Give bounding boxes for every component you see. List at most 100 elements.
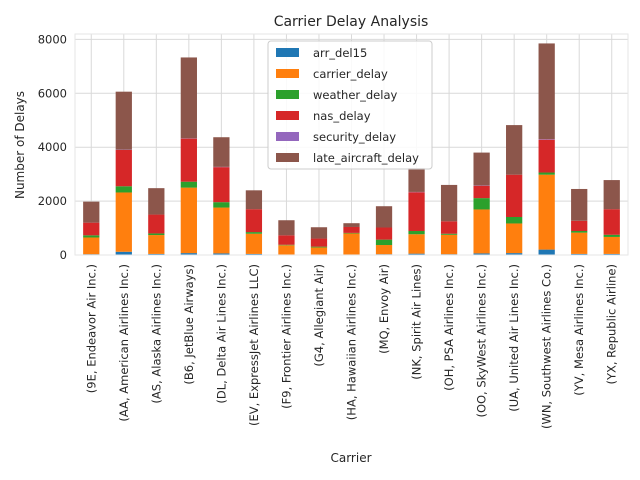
bar-segment-late-aircraft-delay xyxy=(148,188,165,215)
x-axis-ticks: (9E, Endeavor Air Inc.) (AA, American Air… xyxy=(84,264,618,429)
bar-stack xyxy=(440,184,458,255)
bar-stack xyxy=(408,167,425,255)
x-tick-label: (AS, Alaska Airlines Inc.) xyxy=(149,264,163,404)
bar-segment-carrier-delay xyxy=(115,192,132,252)
bar-segment-arr-del15 xyxy=(603,253,620,255)
bar-segment-late-aircraft-delay xyxy=(245,190,263,210)
bar-segment-carrier-delay xyxy=(440,234,458,255)
bar-segment-carrier-delay xyxy=(245,233,263,254)
bar-segment-late-aircraft-delay xyxy=(278,220,295,236)
x-tick-label: (UA, United Air Lines Inc.) xyxy=(507,264,521,412)
bar-segment-arr-del15 xyxy=(408,253,425,255)
legend-swatch xyxy=(276,90,299,99)
bar-segment-carrier-delay xyxy=(148,235,165,254)
bar-segment-carrier-delay xyxy=(83,237,100,255)
bar-stack xyxy=(213,137,230,255)
bar-segment-weather-delay xyxy=(538,172,555,175)
bar-segment-carrier-delay xyxy=(343,233,360,255)
bar-segment-nas-delay xyxy=(180,138,197,182)
x-tick-label: (B6, JetBlue Airways) xyxy=(182,264,196,385)
x-tick-label: (OH, PSA Airlines Inc.) xyxy=(442,264,456,391)
x-tick-label: (NK, Spirit Air Lines) xyxy=(410,264,424,380)
plot-frame xyxy=(74,33,629,256)
y-tick-label: 6000 xyxy=(38,86,67,100)
bar-segment-weather-delay xyxy=(440,233,458,235)
bar-segment-nas-delay xyxy=(245,209,263,233)
bar-segment-weather-delay xyxy=(180,181,197,188)
x-axis-label: Carrier xyxy=(330,451,371,465)
legend-label: security_delay xyxy=(313,130,396,144)
bar-stack xyxy=(603,180,620,255)
bar-segment-carrier-delay xyxy=(408,234,425,254)
bar-segment-nas-delay xyxy=(506,174,523,217)
legend-label: carrier_delay xyxy=(313,67,388,81)
bar-segment-nas-delay xyxy=(408,192,425,232)
x-tick-label: (AA, American Airlines Inc.) xyxy=(117,264,131,422)
legend-label: late_aircraft_delay xyxy=(313,151,419,165)
bar-segment-weather-delay xyxy=(245,232,263,234)
x-tick-label: (MQ, Envoy Air) xyxy=(377,264,391,354)
bar-segment-nas-delay xyxy=(440,221,458,234)
bar-segment-late-aircraft-delay xyxy=(408,167,425,192)
bar-segment-nas-delay xyxy=(538,139,555,173)
legend: arr_del15 carrier_delay weather_delay nas_d… xyxy=(267,40,433,170)
legend-swatch xyxy=(276,153,299,162)
bar-segment-arr-del15 xyxy=(115,251,132,255)
bar-stack xyxy=(278,220,295,255)
y-tick-label: 2000 xyxy=(38,194,67,208)
bar-stack xyxy=(245,190,263,255)
x-tick-label: (F9, Frontier Airlines Inc.) xyxy=(279,264,293,409)
bar-segment-weather-delay xyxy=(213,202,230,208)
bar-stack xyxy=(83,201,100,255)
bar-segment-late-aircraft-delay xyxy=(473,152,490,186)
bar-segment-late-aircraft-delay xyxy=(213,137,230,167)
y-tick-label: 8000 xyxy=(38,32,67,46)
bar-segment-nas-delay xyxy=(473,185,490,199)
bar-segment-arr-del15 xyxy=(538,249,555,255)
bar-segment-late-aircraft-delay xyxy=(571,188,588,221)
bar-segment-late-aircraft-delay xyxy=(538,43,555,140)
bar-stack xyxy=(538,43,555,255)
bar-segment-carrier-delay xyxy=(538,174,555,250)
x-tick-label: (OO, SkyWest Airlines Inc.) xyxy=(475,264,489,418)
bar-segment-carrier-delay xyxy=(571,232,588,254)
bar-segment-arr-del15 xyxy=(571,253,588,255)
legend-box xyxy=(267,40,433,170)
legend-label: arr_del15 xyxy=(313,46,367,60)
bar-stack xyxy=(310,227,328,255)
bar-segment-weather-delay xyxy=(278,244,295,246)
bar-segment-nas-delay xyxy=(603,209,620,235)
y-axis-ticks: 0 2000 4000 6000 8000 xyxy=(38,32,67,262)
bar-segment-nas-delay xyxy=(148,214,165,234)
bar-segment-late-aircraft-delay xyxy=(603,180,620,210)
bar-segment-late-aircraft-delay xyxy=(115,91,132,150)
bar-segment-nas-delay xyxy=(213,167,230,203)
bar-segment-late-aircraft-delay xyxy=(310,227,328,239)
legend-swatch xyxy=(276,48,299,57)
y-tick-label: 4000 xyxy=(38,140,67,154)
bar-segment-nas-delay xyxy=(375,227,393,240)
bar-segment-weather-delay xyxy=(603,234,620,237)
bar-segment-late-aircraft-delay xyxy=(83,201,100,223)
bar-segment-weather-delay xyxy=(473,198,490,210)
x-tick-label: (WN, Southwest Airlines Co.) xyxy=(540,264,554,429)
bar-stack xyxy=(571,188,588,255)
bar-segment-weather-delay xyxy=(408,231,425,235)
x-tick-label: (YX, Republic Airline) xyxy=(605,264,619,385)
bar-segment-carrier-delay xyxy=(603,236,620,254)
bars xyxy=(83,43,620,255)
bar-segment-weather-delay xyxy=(148,233,165,236)
legend-items: arr_del15 carrier_delay weather_delay nas_d… xyxy=(276,46,419,165)
bar-segment-carrier-delay xyxy=(506,223,523,254)
bar-segment-arr-del15 xyxy=(506,253,523,255)
bar-segment-carrier-delay xyxy=(310,247,328,255)
bar-stack xyxy=(115,91,132,255)
bar-segment-weather-delay xyxy=(310,246,328,248)
bar-segment-arr-del15 xyxy=(180,253,197,255)
x-tick-label: (YV, Mesa Airlines Inc.) xyxy=(572,264,586,396)
bar-segment-nas-delay xyxy=(310,238,328,247)
bar-segment-weather-delay xyxy=(375,239,393,246)
bar-segment-nas-delay xyxy=(343,226,360,233)
y-axis-label: Number of Delays xyxy=(13,91,27,199)
bar-segment-carrier-delay xyxy=(375,245,393,255)
